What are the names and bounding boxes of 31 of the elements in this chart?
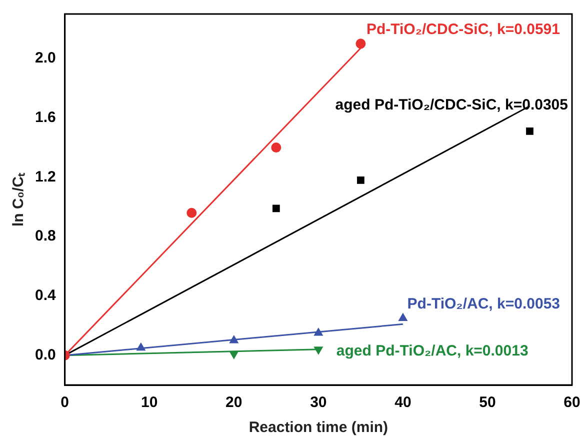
text: aged Pd-TiO₂/CDC-SiC, k=0.0305	[335, 96, 568, 114]
x-tick-label: 10	[141, 394, 158, 412]
series-label: aged Pd-TiO₂/AC, k=0.0013	[336, 342, 528, 360]
series-label: Pd-TiO₂/AC, k=0.0053	[407, 295, 560, 312]
point	[271, 142, 282, 153]
point	[314, 346, 323, 354]
point	[398, 313, 408, 321]
y-tick-label: 0.4	[34, 287, 56, 304]
y-axis-title: ln C₀/Cₜ	[10, 172, 28, 227]
point	[356, 38, 366, 49]
point	[526, 128, 534, 135]
point	[272, 204, 280, 212]
point	[230, 351, 238, 359]
x-axis-title: Reaction time (min)	[248, 419, 388, 436]
x-tick-label: 40	[394, 394, 412, 412]
point	[357, 176, 364, 184]
x-tick-label: 30	[310, 394, 327, 412]
point	[186, 208, 197, 218]
x-tick-label: 20	[226, 394, 242, 412]
x-tick-label: 60	[564, 394, 580, 412]
series-label: Pd-TiO₂/CDC-SiC, k=0.0591	[366, 20, 560, 38]
point	[314, 328, 323, 336]
y-tick-label: 0.0	[34, 346, 56, 364]
y-tick-label: 2.0	[34, 50, 56, 67]
x-tick-label: 0	[60, 394, 70, 412]
y-tick-label: 1.6	[34, 109, 56, 126]
y-tick-label: 0.8	[34, 228, 56, 245]
point	[136, 342, 146, 351]
y-tick-label: 1.2	[34, 168, 56, 186]
point	[230, 335, 238, 344]
x-tick-label: 50	[479, 394, 496, 412]
